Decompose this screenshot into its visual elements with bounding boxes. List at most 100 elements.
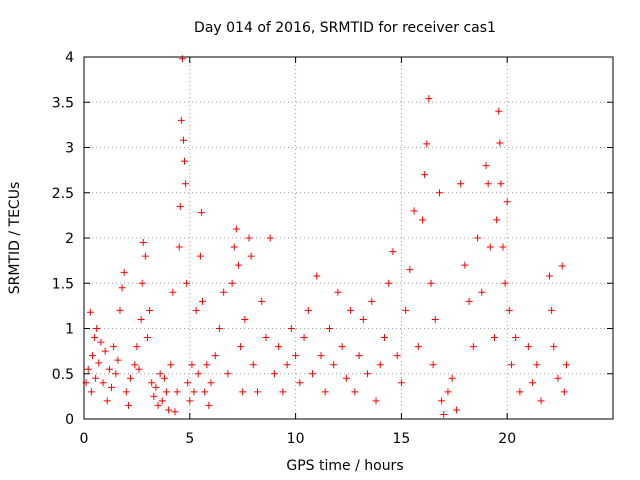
data-point xyxy=(120,268,128,276)
data-point xyxy=(330,361,338,369)
data-point xyxy=(474,234,482,242)
data-point xyxy=(496,139,504,147)
y-tick-label: 0.5 xyxy=(52,367,74,383)
data-point xyxy=(402,306,410,314)
data-point xyxy=(101,347,109,355)
y-tick-label: 4 xyxy=(65,50,74,66)
data-point xyxy=(270,370,278,378)
data-point xyxy=(491,334,499,342)
data-point xyxy=(419,216,427,224)
data-point xyxy=(444,388,452,396)
data-point xyxy=(160,374,168,382)
data-point xyxy=(325,325,333,332)
y-tick-label: 2 xyxy=(65,231,74,247)
data-point xyxy=(91,334,99,342)
data-point xyxy=(179,136,187,144)
data-point xyxy=(484,180,492,188)
data-point xyxy=(292,352,300,360)
data-point xyxy=(533,361,541,369)
data-point xyxy=(211,352,219,360)
data-point xyxy=(351,388,359,396)
data-point xyxy=(423,140,431,148)
data-point xyxy=(139,239,147,247)
data-point xyxy=(562,361,570,369)
data-point xyxy=(230,243,238,251)
data-point xyxy=(554,374,562,382)
data-point xyxy=(95,359,103,367)
data-point xyxy=(138,279,146,287)
data-point xyxy=(287,325,295,332)
data-point xyxy=(317,352,325,360)
data-point xyxy=(220,288,228,296)
data-point xyxy=(183,279,191,287)
data-point xyxy=(205,401,213,409)
data-point xyxy=(176,202,184,210)
y-tick-label: 0 xyxy=(65,412,74,428)
data-point xyxy=(516,388,524,396)
data-point xyxy=(429,361,437,369)
data-point xyxy=(296,379,304,387)
data-point xyxy=(548,306,556,314)
y-axis-label: SRMTID / TECUs xyxy=(7,182,23,295)
data-point xyxy=(143,334,151,342)
x-axis-label: GPS time / hours xyxy=(286,458,403,474)
points-layer xyxy=(82,55,570,418)
data-point xyxy=(486,243,494,251)
data-point xyxy=(190,388,198,396)
data-point xyxy=(266,234,274,242)
data-point xyxy=(177,116,185,124)
data-point xyxy=(313,272,321,280)
data-point xyxy=(234,261,242,269)
data-point xyxy=(440,410,448,418)
data-point xyxy=(146,306,154,314)
y-tick-label: 1 xyxy=(65,322,74,338)
grid-layer xyxy=(84,57,613,419)
data-point xyxy=(262,334,270,342)
data-point xyxy=(181,157,189,165)
data-point xyxy=(148,379,156,387)
data-point xyxy=(495,107,503,115)
data-point xyxy=(141,252,149,260)
data-point xyxy=(105,365,113,373)
data-point xyxy=(137,315,145,323)
x-tick-label: 10 xyxy=(287,431,305,447)
data-point xyxy=(507,361,515,369)
data-point xyxy=(167,361,175,369)
data-point xyxy=(503,198,511,206)
data-point xyxy=(184,379,192,387)
data-point xyxy=(334,288,342,296)
data-point xyxy=(254,388,262,396)
data-point xyxy=(482,162,490,170)
data-point xyxy=(169,288,177,296)
data-point xyxy=(452,406,460,414)
data-point xyxy=(175,243,183,251)
data-point xyxy=(84,365,92,373)
data-point xyxy=(546,272,554,280)
data-point xyxy=(192,306,200,314)
data-point xyxy=(478,288,486,296)
data-point xyxy=(152,383,160,391)
data-point xyxy=(505,306,513,314)
data-point xyxy=(465,297,473,305)
data-point xyxy=(92,374,100,382)
data-point xyxy=(237,343,245,351)
data-point xyxy=(188,361,196,369)
data-point xyxy=(368,297,376,305)
x-tick-label: 20 xyxy=(498,431,516,447)
data-point xyxy=(461,261,469,269)
data-point xyxy=(133,343,141,351)
data-point xyxy=(127,374,135,382)
data-point xyxy=(524,343,532,351)
data-point xyxy=(165,406,173,414)
data-point xyxy=(410,207,418,215)
data-point xyxy=(88,352,96,360)
data-point xyxy=(224,370,232,378)
data-point xyxy=(537,397,545,405)
data-point xyxy=(156,370,164,378)
data-point xyxy=(232,225,240,233)
data-point xyxy=(414,343,422,351)
data-point xyxy=(93,325,101,332)
data-point xyxy=(118,284,126,292)
data-point xyxy=(380,334,388,342)
ticks-layer: 0 0.5 1 1.5 2 2.5 3 3.5 4 0 5 10 15 20 xyxy=(52,50,613,447)
